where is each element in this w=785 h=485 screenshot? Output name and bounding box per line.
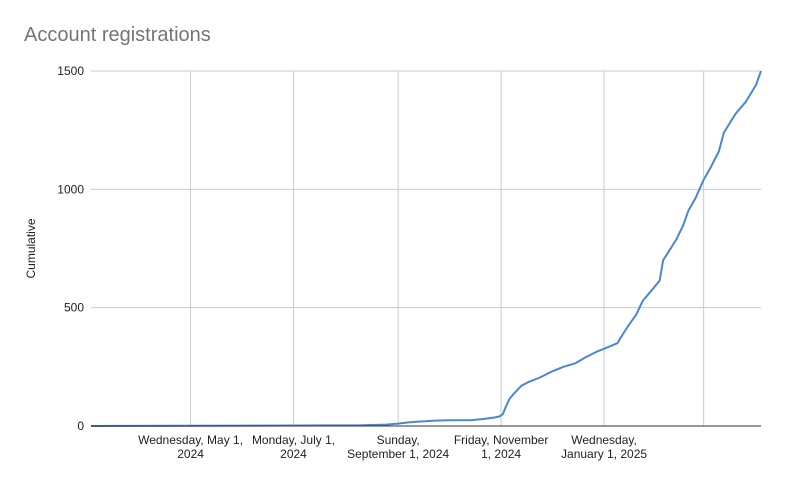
axes: 0 500 1000 1500 Wednesday, May 1, 2024 Monday,… <box>24 64 761 461</box>
x-tick-label: Monday, July 1, 2024 <box>252 433 335 461</box>
y-tick-label: 500 <box>64 301 84 315</box>
series-layer <box>90 70 762 427</box>
y-tick-label: 1500 <box>57 64 84 78</box>
gridlines <box>91 70 761 426</box>
x-tick-label: Wednesday, May 1, 2024 <box>138 433 243 461</box>
y-tick-label: 1000 <box>57 182 84 196</box>
y-axis-title: Cumulative <box>24 218 38 278</box>
x-tick-label: Sunday, September 1, 2024 <box>347 433 449 461</box>
x-tick-label: Wednesday, January 1, 2025 <box>561 433 647 461</box>
y-tick-label: 0 <box>77 419 84 433</box>
x-tick-label: Friday, November 1, 2024 <box>454 433 548 461</box>
series-line <box>90 70 762 427</box>
chart-title: Account registrations <box>24 24 211 46</box>
